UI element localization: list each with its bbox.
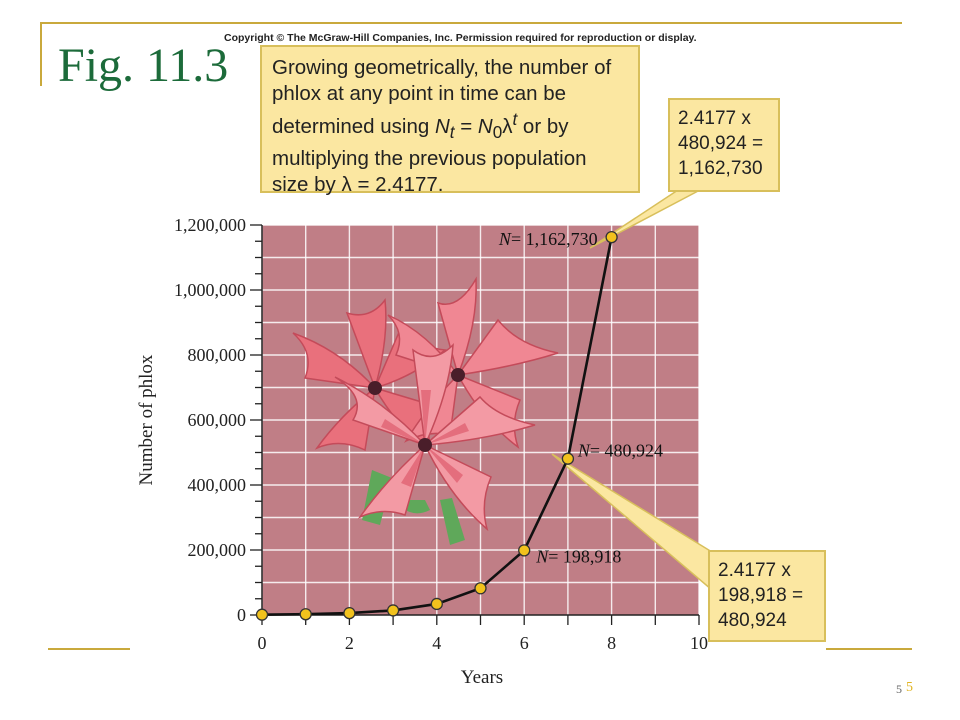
y-tick-label: 800,000 [188, 345, 247, 365]
data-point [561, 452, 575, 465]
formula-zero-sub: 0 [492, 122, 503, 142]
callout-main-line3: determined using Nt = N0λt or by [272, 110, 569, 142]
frame-bottom-right-line [826, 648, 912, 650]
data-point [430, 597, 443, 611]
point-annotations: N= 1,162,730 N= 480,924 N= 198,918 [498, 229, 663, 566]
page-number-accent: 5 [906, 680, 913, 695]
y-tick-label: 1,200,000 [174, 215, 246, 235]
callout-main-line3-post: or by [517, 114, 569, 138]
y-tick-label: 1,000,000 [174, 280, 246, 300]
page-number: 5 [896, 682, 902, 696]
callout-main-line5: size by λ = 2.4177. [272, 172, 444, 196]
y-tick-label: 600,000 [188, 410, 247, 430]
formula-lambda: λ [502, 114, 513, 138]
axis-ticks: 0 2 4 6 8 10 0 200,000 400,000 600,000 800,000 1,00… [174, 215, 708, 653]
callout-main-line2: phlox at any point in time can be [272, 82, 567, 105]
y-axis-label: Number of phlox [136, 354, 157, 485]
formula-exponent: t [512, 110, 518, 129]
formula-equals: = [454, 114, 478, 138]
x-tick-label: 0 [258, 633, 267, 653]
y-tick-label: 400,000 [188, 475, 247, 495]
callout-top-line2: 480,924 = [678, 133, 764, 154]
callout-main-line3-pre: determined using [272, 114, 435, 138]
frame-bottom-left-line [48, 648, 130, 650]
x-tick-label: 8 [607, 633, 616, 653]
data-point [255, 608, 269, 621]
callout-bottom-line2: 198,918 = [718, 585, 804, 606]
y-tick-label: 0 [237, 605, 246, 625]
formula-n0: N [477, 114, 493, 138]
calculation-callout-year7: 2.4177 x 198,918 = 480,924 [708, 550, 826, 642]
formula-n: N [434, 114, 450, 138]
x-tick-label: 10 [690, 633, 708, 653]
formula-t-sub: t [449, 122, 455, 142]
x-axis-label: Years [461, 667, 503, 688]
point-annotation: N= 198,918 [535, 546, 621, 566]
data-point [343, 606, 356, 620]
copyright-notice: Copyright © The McGraw-Hill Companies, I… [224, 32, 697, 44]
x-tick-label: 2 [345, 633, 354, 653]
frame-top-line [40, 22, 902, 24]
x-tick-label: 4 [432, 633, 441, 653]
data-point [474, 582, 487, 595]
series [255, 230, 618, 621]
callout-top-line1: 2.4177 x [678, 108, 751, 129]
point-annotation: N= 1,162,730 [498, 229, 598, 249]
point-annotation: N= 480,924 [577, 441, 663, 461]
phlox-flower-illustration [292, 276, 559, 545]
callout-top-line3: 1,162,730 [678, 158, 763, 179]
data-point [605, 230, 618, 244]
y-tick-label: 200,000 [188, 540, 247, 560]
calculation-callout-year8: 2.4177 x 480,924 = 1,162,730 [668, 98, 780, 192]
callout-bottom-line1: 2.4177 x [718, 560, 791, 581]
callout-main-line1: Growing geometrically, the number of [272, 56, 612, 79]
frame-left-line [40, 22, 42, 86]
data-point [518, 544, 531, 557]
callout-bottom-line3: 480,924 [718, 610, 787, 631]
x-tick-label: 6 [520, 633, 529, 653]
figure-title: Fig. 11.3 [58, 39, 229, 92]
data-point [299, 608, 312, 621]
callout-main-line4: multiplying the previous population [272, 146, 587, 170]
explanation-callout: Growing geometrically, the number of phl… [260, 45, 640, 196]
data-point [386, 604, 400, 617]
